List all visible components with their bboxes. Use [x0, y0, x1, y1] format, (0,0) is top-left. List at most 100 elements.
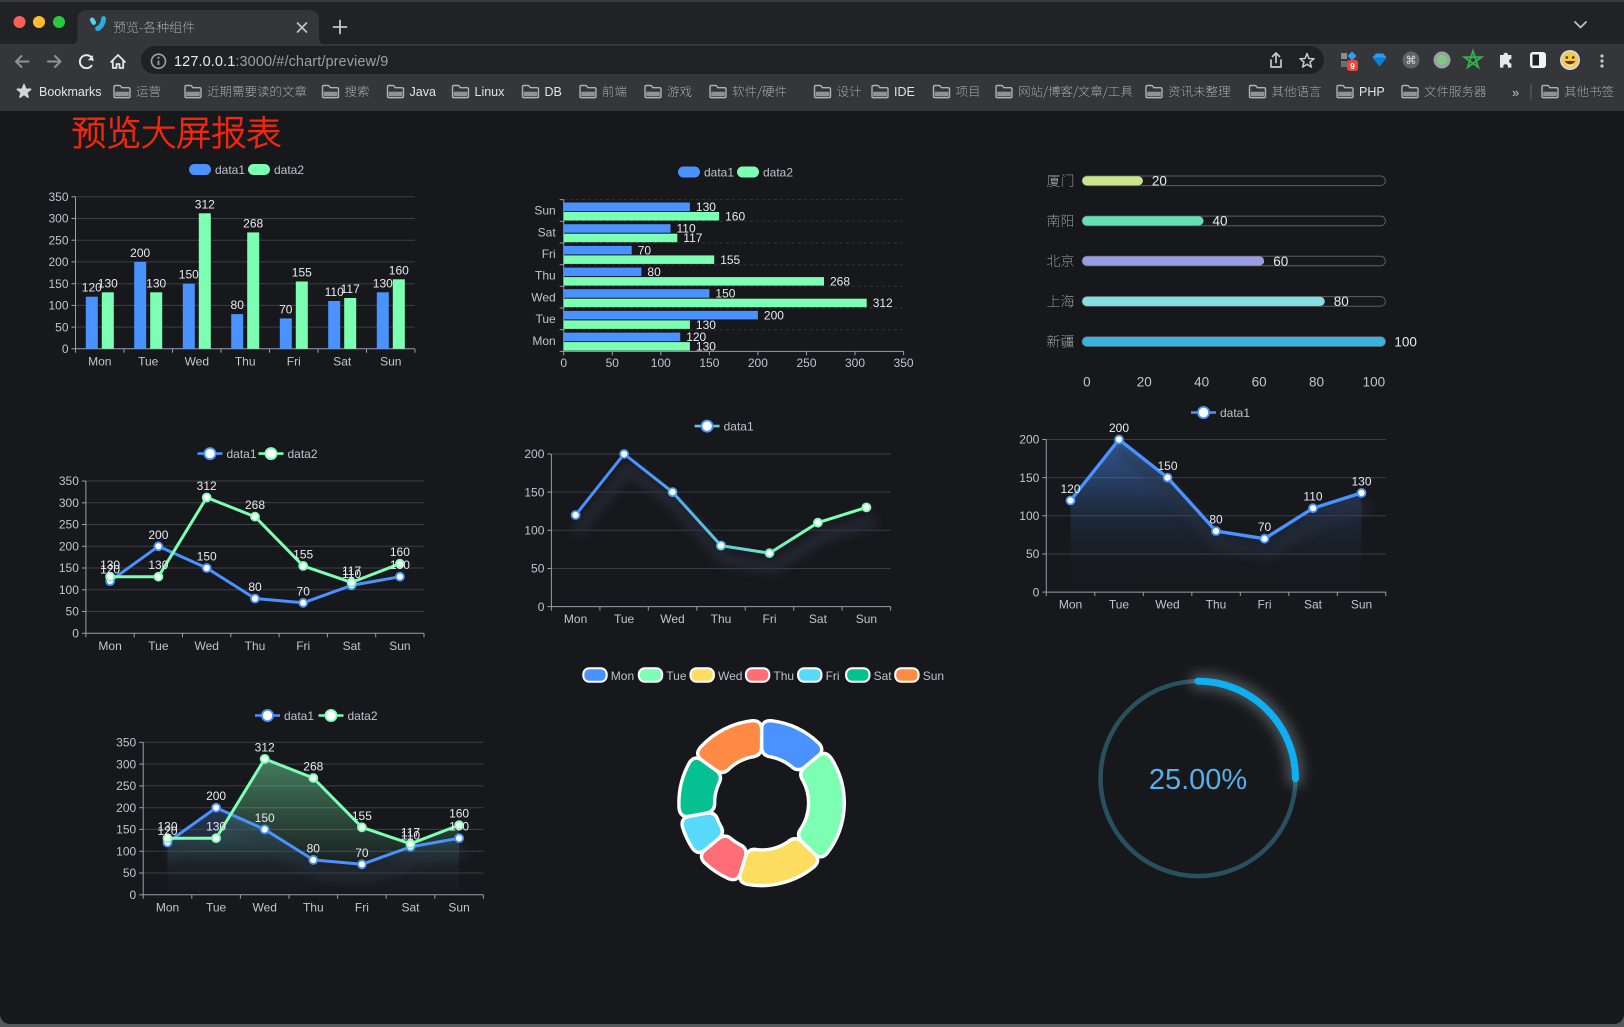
- svg-text:data2: data2: [763, 165, 793, 179]
- svg-text:data2: data2: [274, 163, 304, 177]
- svg-text:Bookmarks: Bookmarks: [39, 85, 102, 99]
- svg-text:150: 150: [524, 485, 544, 499]
- svg-text:Sat: Sat: [874, 669, 893, 683]
- svg-text:data1: data1: [215, 163, 245, 177]
- svg-text:350: 350: [116, 736, 136, 750]
- svg-text:Tue: Tue: [666, 669, 687, 683]
- svg-text:80: 80: [647, 265, 661, 279]
- svg-text:350: 350: [59, 474, 79, 488]
- svg-text:Fri: Fri: [355, 900, 369, 914]
- svg-text:Wed: Wed: [185, 354, 209, 368]
- svg-text:80: 80: [231, 298, 245, 312]
- svg-text:Sun: Sun: [856, 612, 877, 626]
- svg-text:100: 100: [1363, 375, 1386, 390]
- svg-text:Tue: Tue: [614, 612, 635, 626]
- svg-text:80: 80: [1309, 375, 1324, 390]
- svg-text:80: 80: [307, 841, 321, 855]
- svg-text:Thu: Thu: [235, 354, 256, 368]
- svg-text:117: 117: [683, 231, 702, 245]
- svg-text:200: 200: [524, 447, 544, 461]
- svg-text:100: 100: [48, 299, 68, 313]
- svg-text:Tue: Tue: [148, 639, 169, 653]
- svg-text:Thu: Thu: [535, 269, 556, 283]
- svg-text:Wed: Wed: [252, 900, 276, 914]
- svg-text:130: 130: [390, 558, 410, 572]
- svg-text:50: 50: [531, 562, 545, 576]
- svg-text:200: 200: [59, 540, 79, 554]
- svg-text:200: 200: [48, 255, 68, 269]
- svg-text:200: 200: [116, 801, 136, 815]
- svg-text:110: 110: [401, 828, 420, 842]
- svg-text:0: 0: [62, 342, 69, 356]
- svg-text:Wed: Wed: [1155, 598, 1179, 612]
- svg-text:155: 155: [292, 266, 312, 280]
- svg-text:40: 40: [1194, 375, 1209, 390]
- svg-text:Wed: Wed: [531, 290, 555, 304]
- svg-text:60: 60: [1273, 254, 1288, 269]
- svg-text:268: 268: [245, 498, 265, 512]
- svg-text:155: 155: [352, 809, 372, 823]
- svg-text:0: 0: [130, 888, 137, 902]
- svg-text:0: 0: [1083, 375, 1091, 390]
- svg-text:300: 300: [59, 496, 79, 510]
- svg-text:130: 130: [696, 200, 716, 214]
- svg-text:data1: data1: [704, 165, 734, 179]
- svg-text:Fri: Fri: [296, 639, 310, 653]
- svg-text:50: 50: [66, 605, 80, 619]
- svg-text:Tue: Tue: [535, 312, 556, 326]
- svg-text:312: 312: [255, 740, 275, 754]
- svg-text:120: 120: [1060, 482, 1080, 496]
- svg-text:150: 150: [1157, 459, 1177, 473]
- svg-text:Fri: Fri: [826, 669, 840, 683]
- svg-text:data1: data1: [724, 419, 754, 433]
- svg-text:0: 0: [1033, 585, 1040, 599]
- svg-text:80: 80: [248, 580, 262, 594]
- svg-text:250: 250: [59, 518, 79, 532]
- svg-text:Thu: Thu: [711, 612, 732, 626]
- svg-text:150: 150: [48, 277, 68, 291]
- svg-text:200: 200: [206, 789, 226, 803]
- svg-text:200: 200: [148, 528, 168, 542]
- svg-text:Sun: Sun: [923, 669, 944, 683]
- svg-text:350: 350: [48, 190, 68, 204]
- svg-text:130: 130: [373, 276, 393, 290]
- svg-text:150: 150: [116, 823, 136, 837]
- svg-text:data1: data1: [1220, 406, 1250, 420]
- svg-text:Sat: Sat: [538, 225, 557, 239]
- svg-text:0: 0: [72, 627, 79, 641]
- svg-text:Fri: Fri: [287, 354, 301, 368]
- svg-text:25.00%: 25.00%: [1149, 764, 1247, 796]
- svg-text:60: 60: [1252, 375, 1267, 390]
- svg-text:312: 312: [873, 296, 893, 310]
- svg-text:IDE: IDE: [894, 85, 915, 99]
- svg-text:100: 100: [59, 583, 79, 597]
- svg-text:200: 200: [748, 356, 768, 370]
- svg-text:130: 130: [696, 340, 716, 354]
- svg-text:Sun: Sun: [389, 639, 410, 653]
- svg-text:Sat: Sat: [809, 612, 828, 626]
- svg-text:130: 130: [696, 318, 716, 332]
- svg-text:70: 70: [638, 243, 652, 257]
- svg-text:Thu: Thu: [773, 669, 794, 683]
- svg-text:80: 80: [1209, 513, 1223, 527]
- svg-text:300: 300: [845, 356, 865, 370]
- svg-text:150: 150: [699, 356, 719, 370]
- svg-text:Wed: Wed: [660, 612, 684, 626]
- svg-text:80: 80: [1334, 294, 1349, 309]
- svg-text:0: 0: [560, 356, 567, 370]
- svg-text:120: 120: [82, 281, 102, 295]
- svg-text:150: 150: [197, 550, 217, 564]
- svg-text:160: 160: [449, 807, 469, 821]
- svg-text:150: 150: [1019, 471, 1039, 485]
- svg-text:Tue: Tue: [206, 900, 227, 914]
- svg-text:150: 150: [179, 268, 199, 282]
- svg-text:100: 100: [1019, 509, 1039, 523]
- svg-text:50: 50: [123, 866, 137, 880]
- svg-text:20: 20: [1137, 375, 1152, 390]
- svg-text:117: 117: [401, 825, 420, 839]
- svg-text:155: 155: [720, 253, 740, 267]
- svg-text:200: 200: [130, 246, 150, 260]
- svg-text:150: 150: [255, 811, 275, 825]
- svg-text:110: 110: [325, 285, 344, 299]
- svg-text:250: 250: [796, 356, 816, 370]
